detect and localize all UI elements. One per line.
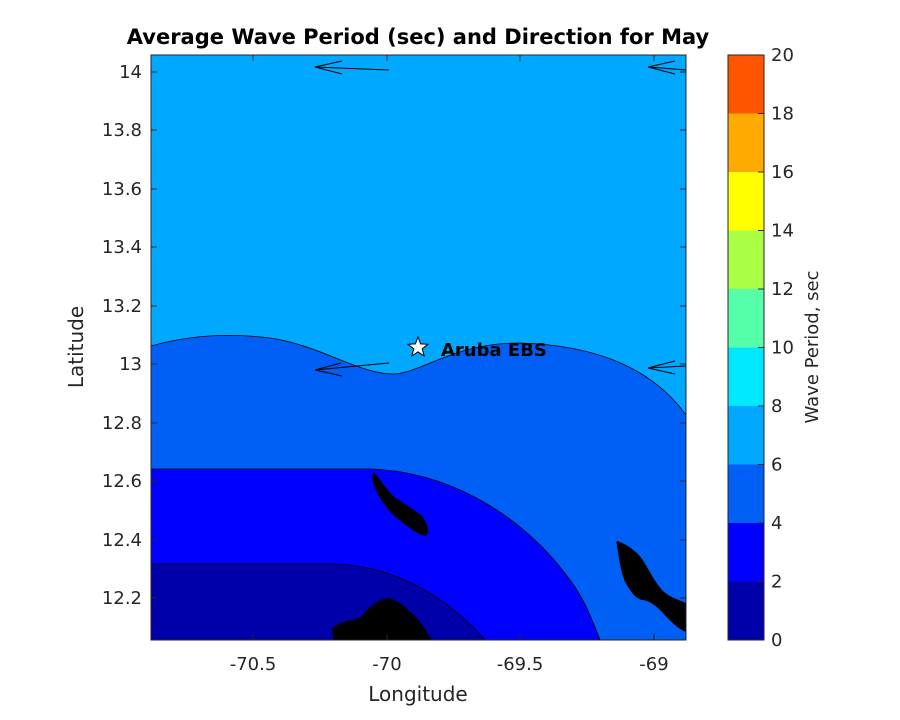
x-tick: -69 bbox=[639, 55, 669, 675]
y-tick: 13.4 bbox=[102, 237, 686, 258]
direction-arrow bbox=[647, 360, 686, 375]
y-tick: 12.8 bbox=[102, 413, 686, 434]
y-tick-label: 12.4 bbox=[102, 530, 142, 551]
island-aruba bbox=[372, 472, 429, 536]
colorbar-tick-label: 20 bbox=[771, 45, 794, 66]
y-axis: 12.2 12.4 12.6 12.8 13 13.2 13.4 13.6 13… bbox=[102, 62, 686, 609]
colorbar: 0 2 4 6 8 10 12 14 16 18 20 Wave Period,… bbox=[727, 45, 823, 651]
colorbar-label: Wave Period, sec bbox=[802, 270, 823, 423]
colorbar-tick-label: 8 bbox=[771, 396, 782, 417]
colorbar-band bbox=[728, 523, 764, 582]
y-tick: 13 bbox=[119, 354, 686, 375]
colorbar-tick: 12 bbox=[758, 279, 794, 300]
colorbar-tick: 14 bbox=[758, 221, 794, 242]
direction-arrow bbox=[647, 60, 686, 75]
y-tick-label: 13.2 bbox=[102, 296, 142, 317]
y-tick-label: 13.4 bbox=[102, 237, 142, 258]
colorbar-tick: 0 bbox=[758, 630, 782, 651]
x-tick: -70.5 bbox=[230, 55, 277, 675]
y-tick-label: 13.6 bbox=[102, 179, 142, 200]
y-tick: 12.6 bbox=[102, 471, 686, 492]
x-tick: -70 bbox=[372, 55, 402, 675]
plot-area: Aruba EBS bbox=[151, 55, 686, 640]
colorbar-band bbox=[728, 464, 764, 523]
island-curacao bbox=[616, 541, 686, 632]
colorbar-tick-label: 16 bbox=[771, 162, 794, 183]
colorbar-tick-label: 4 bbox=[771, 513, 782, 534]
x-tick-label: -70 bbox=[372, 654, 401, 675]
station-label: Aruba EBS bbox=[441, 340, 547, 361]
colorbar-tick: 8 bbox=[758, 396, 782, 417]
y-tick: 12.2 bbox=[102, 588, 686, 609]
colorbar-ticks: 0 2 4 6 8 10 12 14 16 18 20 bbox=[758, 45, 794, 651]
direction-arrows bbox=[314, 60, 686, 377]
mainland-coast bbox=[332, 598, 432, 640]
colorbar-tick-label: 0 bbox=[771, 630, 782, 651]
x-axis-label: Longitude bbox=[368, 682, 467, 706]
colorbar-tick-label: 14 bbox=[771, 221, 794, 242]
colorbar-tick: 10 bbox=[758, 338, 794, 359]
y-tick-label: 12.2 bbox=[102, 588, 142, 609]
colorbar-band bbox=[728, 172, 764, 231]
colorbar-tick: 16 bbox=[758, 162, 794, 183]
plot-frame bbox=[150, 54, 687, 641]
y-tick: 13.6 bbox=[102, 179, 686, 200]
y-tick-label: 13 bbox=[119, 354, 142, 375]
x-tick-label: -70.5 bbox=[230, 654, 277, 675]
x-axis: -70.5 -70 -69.5 -69 bbox=[230, 55, 669, 675]
colorbar-band bbox=[728, 406, 764, 465]
y-tick-label: 12.6 bbox=[102, 471, 142, 492]
colorbar-tick-label: 18 bbox=[771, 104, 794, 125]
y-tick: 12.4 bbox=[102, 530, 686, 551]
colorbar-tick-label: 6 bbox=[771, 455, 782, 476]
y-tick-label: 13.8 bbox=[102, 120, 142, 141]
y-tick: 13.8 bbox=[102, 120, 686, 141]
direction-arrow bbox=[314, 60, 390, 75]
colorbar-band bbox=[728, 113, 764, 172]
colorbar-band bbox=[728, 289, 764, 348]
y-axis-label: Latitude bbox=[64, 306, 88, 388]
colorbar-tick: 18 bbox=[758, 104, 794, 125]
colorbar-tick-label: 2 bbox=[771, 572, 782, 593]
direction-arrow bbox=[314, 362, 390, 377]
station-star-icon bbox=[406, 335, 430, 358]
y-tick: 14 bbox=[119, 62, 686, 83]
colorbar-tick-label: 12 bbox=[771, 279, 794, 300]
chart-title: Average Wave Period (sec) and Direction … bbox=[127, 25, 710, 49]
colorbar-tick: 4 bbox=[758, 513, 782, 534]
colorbar-tick: 20 bbox=[758, 45, 794, 66]
colorbar-tick: 6 bbox=[758, 455, 782, 476]
x-tick: -69.5 bbox=[497, 55, 544, 675]
y-tick-label: 14 bbox=[119, 62, 142, 83]
x-tick-label: -69.5 bbox=[497, 654, 544, 675]
colorbar-band bbox=[728, 581, 764, 640]
colorbar-band bbox=[728, 55, 764, 114]
colorbar-band bbox=[728, 347, 764, 406]
y-tick: 13.2 bbox=[102, 296, 686, 317]
x-tick-label: -69 bbox=[639, 654, 668, 675]
colorbar-tick-label: 10 bbox=[771, 338, 794, 359]
y-tick-label: 12.8 bbox=[102, 413, 142, 434]
colorbar-band bbox=[728, 230, 764, 289]
colorbar-tick: 2 bbox=[758, 572, 782, 593]
